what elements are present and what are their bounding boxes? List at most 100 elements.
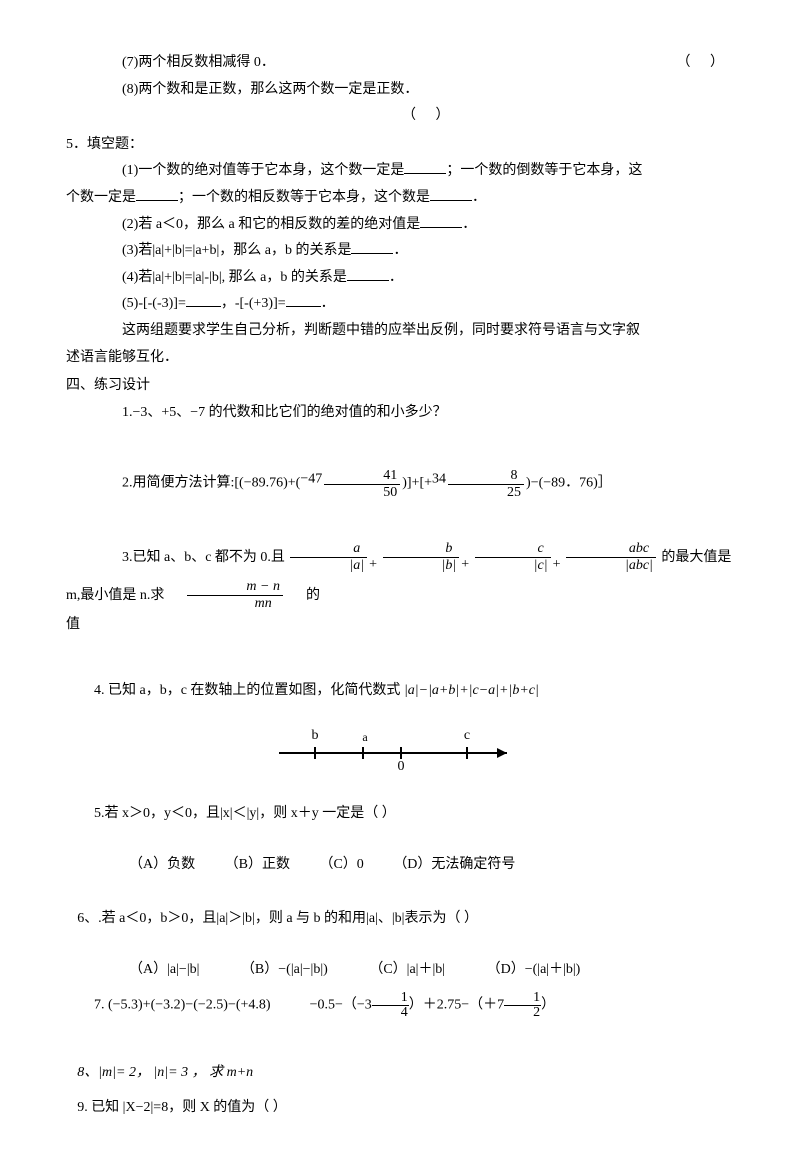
choice-a: （A）|a|−|b|: [129, 962, 199, 977]
choice-b: （B）正数: [225, 857, 290, 872]
label-0: 0: [398, 759, 405, 773]
den: |c|: [475, 558, 551, 574]
text: (4)若|a|+|b|=|a|-|b|, 那么 a，b 的关系是: [122, 270, 347, 285]
choice-d: （D）−(|a|＋|b|): [487, 962, 581, 977]
q6-choices: （A）|a|−|b| （B）−(|a|−|b|) （C）|a|＋|b| （D）−…: [66, 957, 732, 984]
num: 41: [324, 468, 400, 485]
text: 7. (−5.3)+(−3.2)−(−2.5)−(+4.8): [94, 998, 271, 1013]
text: ．: [321, 296, 335, 311]
text: ．: [462, 217, 476, 232]
den: |abc|: [566, 558, 656, 574]
text: ）＋2.75−（＋7: [409, 998, 504, 1013]
s5-i1-line1: (1)一个数的绝对值等于它本身，这个数一定是 ；一个数的倒数等于它本身，这: [66, 158, 732, 185]
blank: [186, 292, 221, 307]
text: 个数一定是: [66, 190, 136, 205]
tf-item-7: (7)两个相反数相减得 0． （ ）: [66, 50, 732, 77]
q6: 6、.若 a＜0，b＞0，且|a|＞|b|，则 a 与 b 的和用|a|、|b|…: [66, 906, 732, 933]
frac: c|c|: [475, 541, 551, 574]
num: c: [475, 541, 551, 558]
s5-i5: (5)-[-(-3)]= ，-[-(+3)]= ．: [66, 291, 732, 318]
den: |b|: [383, 558, 460, 574]
text: 6、.若 a＜0，b＞0，且|a|＞|b|，则 a 与 b 的和用|a|、|b|…: [77, 911, 478, 926]
paren: （ ）: [621, 50, 733, 77]
number-line-diagram: b a 0 c: [269, 719, 529, 773]
text: 5.若 x＞0，y＜0，且|x|＜|y|，则 x＋y 一定是（ ）: [94, 806, 396, 821]
q3-line2: 值: [66, 612, 732, 639]
tf-item-8: (8)两个数和是正数，那么这两个数一定是正数． （ ）: [66, 77, 732, 130]
den: 4: [372, 1006, 409, 1020]
s5-i4: (4)若|a|+|b|=|a|-|b|, 那么 a，b 的关系是 ．: [66, 265, 732, 292]
blank: [404, 159, 446, 174]
den: mn: [187, 596, 283, 612]
q3-line1: 3.已知 a、b、c 都不为 0.且 a|a|+ b|b|+ c|c|+ abc…: [66, 541, 732, 612]
text: ．: [389, 270, 403, 285]
den: |a|: [290, 558, 367, 574]
text: 34: [432, 471, 446, 486]
text: )]+[+: [402, 476, 432, 491]
text: ；一个数的相反数等于它本身，这个数是: [178, 190, 430, 205]
choice-b: （B）−(|a|−|b|): [241, 962, 328, 977]
text: ，-[-(+3)]=: [221, 296, 286, 311]
expr: |a|−|a+b|+|c−a|+|b+c|: [404, 683, 539, 698]
blank: [347, 265, 389, 280]
text: (2)若 a＜0，那么 a 和它的相反数的差的绝对值是: [122, 217, 420, 232]
paren: （ ）: [346, 103, 458, 130]
frac: 14: [372, 991, 409, 1020]
q8: 8、|m|= 2， |n|= 3 ， 求 m+n: [66, 1060, 732, 1087]
label-a: a: [362, 730, 368, 744]
frac: m − nmn: [187, 579, 283, 612]
num: b: [383, 541, 460, 558]
text: (7)两个相反数相减得 0．: [122, 55, 275, 70]
text: (3)若|a|+|b|=|a+b|，那么 a，b 的关系是: [122, 243, 351, 258]
text: −47: [300, 471, 322, 486]
text: ；一个数的倒数等于它本身，这: [446, 163, 642, 178]
text: (5)-[-(-3)]=: [122, 296, 186, 311]
label-c: c: [464, 728, 470, 743]
q2: 2.用简便方法计算:[(−89.76)+(−474150)]+[+34825)−…: [66, 466, 732, 501]
blank: [420, 212, 462, 227]
num: abc: [566, 541, 656, 558]
blank: [430, 186, 472, 201]
text: 9. 已知 |X−2|=8，则 X 的值为（ ）: [77, 1100, 287, 1115]
num: 8: [448, 468, 524, 485]
text: 4. 已知 a，b，c 在数轴上的位置如图，化简代数式: [94, 683, 400, 698]
blank: [351, 239, 393, 254]
label-b: b: [312, 728, 319, 743]
blank: [286, 292, 321, 307]
frac: 12: [504, 991, 541, 1020]
blank: [136, 186, 178, 201]
s5-i3: (3)若|a|+|b|=|a+b|，那么 a，b 的关系是 ．: [66, 238, 732, 265]
frac: a|a|: [290, 541, 367, 574]
mixed-frac: −474150: [300, 477, 402, 492]
q1: 1.−3、+5、−7 的代数和比它们的绝对值的和小多少？: [66, 400, 732, 427]
text: )−(−89．76)］: [526, 476, 612, 491]
section-5-head: 5．填空题：: [66, 132, 732, 159]
text: 2.用简便方法计算:[(−89.76)+(: [122, 476, 300, 491]
frac: abc|abc|: [566, 541, 656, 574]
text: 的: [306, 588, 320, 603]
choice-c: （C）0: [319, 857, 363, 872]
den: 50: [324, 485, 400, 501]
q5-choices: （A）负数 （B）正数 （C）0 （D）无法确定符号: [66, 852, 732, 879]
text: (8)两个数和是正数，那么这两个数一定是正数．: [122, 82, 418, 97]
num: m − n: [187, 579, 283, 596]
s5-note-l2: 述语言能够互化．: [66, 345, 732, 372]
q5: 5.若 x＞0，y＜0，且|x|＜|y|，则 x＋y 一定是（ ）: [66, 801, 732, 828]
s5-i1-line2: 个数一定是；一个数的相反数等于它本身，这个数是．: [66, 185, 732, 212]
frac: b|b|: [383, 541, 460, 574]
s5-note-l1: 这两组题要求学生自己分析，判断题中错的应举出反例，同时要求符号语言与文字叙: [66, 318, 732, 345]
q4: 4. 已知 a，b，c 在数轴上的位置如图，化简代数式 |a|−|a+b|+|c…: [66, 678, 732, 705]
num: 1: [372, 991, 409, 1006]
choice-d: （D）无法确定符号: [393, 857, 515, 872]
q7: 7. (−5.3)+(−3.2)−(−2.5)−(+4.8) −0.5−（−31…: [66, 991, 732, 1020]
den: 25: [448, 485, 524, 501]
section-4-head: 四、练习设计: [66, 373, 732, 400]
num: 1: [504, 991, 541, 1006]
text: ）: [541, 998, 555, 1013]
text: ．: [393, 243, 407, 258]
mixed-frac: 34825: [432, 477, 526, 492]
choice-c: （C）|a|＋|b|: [369, 962, 445, 977]
text: 8、|m|= 2， |n|= 3 ， 求 m+n: [77, 1065, 253, 1080]
s5-i2: (2)若 a＜0，那么 a 和它的相反数的差的绝对值是 ．: [66, 212, 732, 239]
text: (1)一个数的绝对值等于它本身，这个数一定是: [122, 163, 404, 178]
